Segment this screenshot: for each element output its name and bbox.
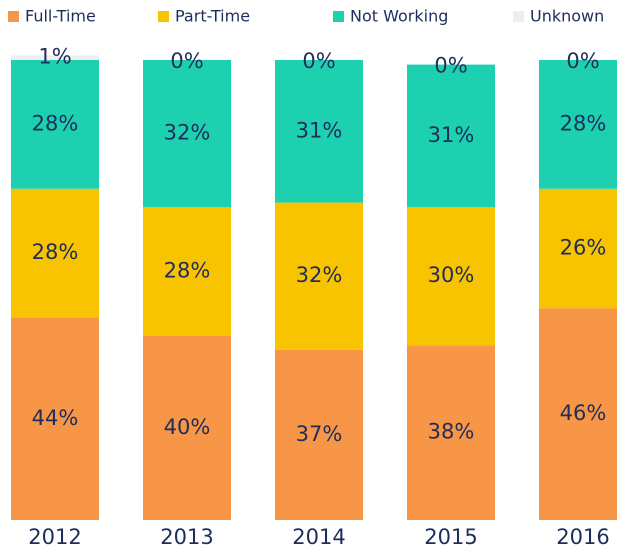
data-label: 28% bbox=[32, 240, 79, 264]
data-label: 0% bbox=[170, 49, 203, 73]
x-tick-label: 2016 bbox=[556, 525, 609, 549]
bar-segment bbox=[143, 60, 231, 208]
data-label: 46% bbox=[560, 401, 607, 425]
bar-segment bbox=[539, 308, 617, 520]
data-label: 31% bbox=[428, 123, 475, 147]
x-tick-label: 2012 bbox=[28, 525, 81, 549]
legend-label: Full-Time bbox=[25, 7, 96, 26]
bar-segment bbox=[275, 60, 363, 203]
bar-segment bbox=[143, 336, 231, 520]
bar-segment bbox=[143, 207, 231, 336]
data-label: 44% bbox=[32, 406, 79, 430]
bar-segment bbox=[275, 202, 363, 350]
data-label: 32% bbox=[296, 263, 343, 287]
bar-segment bbox=[11, 317, 99, 520]
data-label: 37% bbox=[296, 422, 343, 446]
data-label: 30% bbox=[428, 263, 475, 287]
data-label: 0% bbox=[302, 49, 335, 73]
legend-swatch bbox=[333, 11, 344, 22]
bar-segment bbox=[407, 64, 495, 208]
legend-label: Part-Time bbox=[175, 7, 250, 26]
data-label: 31% bbox=[296, 118, 343, 142]
data-label: 0% bbox=[434, 54, 467, 78]
x-tick-label: 2015 bbox=[424, 525, 477, 549]
x-tick-label: 2013 bbox=[160, 525, 213, 549]
bar-segment bbox=[11, 188, 99, 318]
bar-segment bbox=[539, 60, 617, 189]
data-label: 0% bbox=[566, 49, 599, 73]
bar-segment bbox=[11, 55, 99, 60]
bar-segment bbox=[407, 207, 495, 346]
bar-segment bbox=[407, 345, 495, 520]
data-label: 28% bbox=[560, 111, 607, 135]
bar-segment bbox=[275, 349, 363, 520]
bar-segment bbox=[11, 60, 99, 189]
legend-label: Not Working bbox=[350, 7, 448, 26]
legend-swatch bbox=[513, 11, 524, 22]
x-tick-label: 2014 bbox=[292, 525, 345, 549]
legend-swatch bbox=[8, 11, 19, 22]
data-label: 28% bbox=[164, 259, 211, 283]
legend-swatch bbox=[158, 11, 169, 22]
data-label: 40% bbox=[164, 415, 211, 439]
data-label: 32% bbox=[164, 121, 211, 145]
data-label: 1% bbox=[38, 44, 71, 68]
data-label: 28% bbox=[32, 111, 79, 135]
data-label: 38% bbox=[428, 420, 475, 444]
bar-segment bbox=[539, 188, 617, 309]
legend-label: Unknown bbox=[530, 7, 604, 26]
data-label: 26% bbox=[560, 236, 607, 260]
